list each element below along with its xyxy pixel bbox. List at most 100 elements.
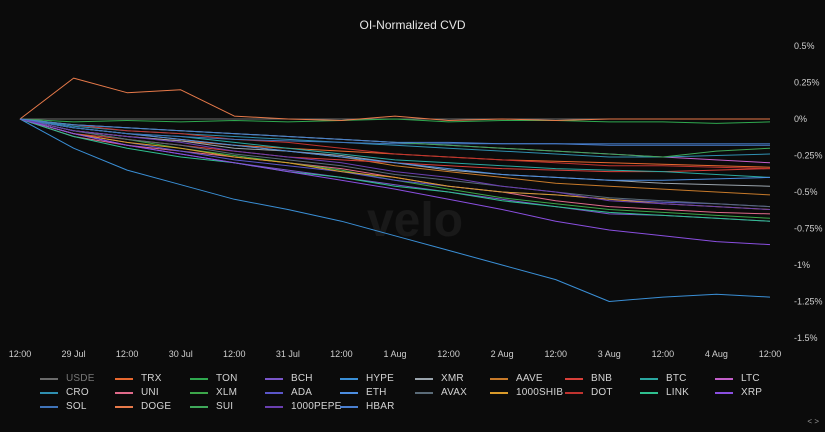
legend-swatch xyxy=(565,377,583,380)
legend-item-sol[interactable]: SOL xyxy=(40,401,87,412)
y-tick-label: 0% xyxy=(794,114,807,124)
legend-label: TON xyxy=(216,373,238,384)
legend-item-sui[interactable]: SUI xyxy=(190,401,233,412)
y-tick-label: -1.5% xyxy=(794,333,818,343)
series-line-hbar xyxy=(19,118,770,146)
legend-item-doge[interactable]: DOGE xyxy=(115,401,171,412)
legend-label: AVAX xyxy=(441,387,467,398)
series-line-xrp xyxy=(19,118,771,246)
legend-swatch xyxy=(40,377,58,380)
legend-item-trx[interactable]: TRX xyxy=(115,373,162,384)
series-line-ton xyxy=(19,118,771,124)
series-line-doge xyxy=(19,77,770,121)
legend-swatch xyxy=(490,377,508,380)
legend-swatch xyxy=(115,377,133,380)
legend-label: UNI xyxy=(141,387,159,398)
legend-item-ada[interactable]: ADA xyxy=(265,387,312,398)
legend-item-dot[interactable]: DOT xyxy=(565,387,613,398)
y-tick-label: -1.25% xyxy=(794,297,823,307)
legend-label: XLM xyxy=(216,387,238,398)
x-tick-label: 12:00 xyxy=(330,349,353,359)
legend-item-hbar[interactable]: HBAR xyxy=(340,401,395,412)
legend-item-aave[interactable]: AAVE xyxy=(490,373,543,384)
legend-item-avax[interactable]: AVAX xyxy=(415,387,467,398)
watermark-logo: velo xyxy=(367,194,463,247)
legend-item-link[interactable]: LINK xyxy=(640,387,689,398)
x-tick-label: 12:00 xyxy=(223,349,246,359)
legend-swatch xyxy=(190,405,208,408)
legend-label: USDE xyxy=(66,373,95,384)
x-tick-label: 4 Aug xyxy=(705,349,728,359)
legend-swatch xyxy=(265,391,283,394)
y-tick-label: 0.25% xyxy=(794,78,820,88)
legend-swatch xyxy=(640,377,658,380)
legend-item-1000pepe[interactable]: 1000PEPE xyxy=(265,401,342,412)
legend-swatch xyxy=(265,377,283,380)
legend-swatch xyxy=(715,377,733,380)
series-line-avax xyxy=(19,118,771,208)
legend-swatch xyxy=(490,391,508,394)
legend-swatch xyxy=(115,405,133,408)
y-tick-label: -0.25% xyxy=(794,151,823,161)
legend-swatch xyxy=(415,377,433,380)
legend-swatch xyxy=(340,377,358,380)
chart-title: OI-Normalized CVD xyxy=(359,18,466,32)
series-line-eth xyxy=(19,118,771,181)
series-line-hype xyxy=(19,118,771,302)
legend-label: HBAR xyxy=(366,401,395,412)
legend-item-uni[interactable]: UNI xyxy=(115,387,159,398)
legend-label: AAVE xyxy=(516,373,543,384)
x-tick-label: 3 Aug xyxy=(598,349,621,359)
legend-item-hype[interactable]: HYPE xyxy=(340,373,394,384)
legend-item-ton[interactable]: TON xyxy=(190,373,238,384)
legend-label: SUI xyxy=(216,401,234,412)
series-line-link xyxy=(19,118,771,222)
x-tick-label: 12:00 xyxy=(652,349,675,359)
series-line-sol xyxy=(19,118,770,145)
chart-nav-arrows[interactable]: < > xyxy=(807,417,819,426)
legend-item-eth[interactable]: ETH xyxy=(340,387,387,398)
legend-label: CRO xyxy=(66,387,89,398)
legend-item-xmr[interactable]: XMR xyxy=(415,373,464,384)
legend-item-1000shib[interactable]: 1000SHIB xyxy=(490,387,563,398)
legend-label: DOGE xyxy=(141,401,172,412)
legend-item-ltc[interactable]: LTC xyxy=(715,373,760,384)
legend-item-xlm[interactable]: XLM xyxy=(190,387,237,398)
legend-swatch xyxy=(415,391,433,394)
x-tick-label: 12:00 xyxy=(9,349,32,359)
legend-item-bch[interactable]: BCH xyxy=(265,373,313,384)
legend-label: ADA xyxy=(291,387,313,398)
legend-swatch xyxy=(565,391,583,394)
x-tick-label: 12:00 xyxy=(116,349,139,359)
x-tick-label: 1 Aug xyxy=(383,349,406,359)
x-tick-label: 12:00 xyxy=(437,349,460,359)
y-tick-label: 0.5% xyxy=(794,41,815,51)
legend-label: XRP xyxy=(741,387,763,398)
x-tick-label: 12:00 xyxy=(544,349,567,359)
legend-label: ETH xyxy=(366,387,387,398)
legend-label: LTC xyxy=(741,373,760,384)
legend-item-xrp[interactable]: XRP xyxy=(715,387,762,398)
legend-swatch xyxy=(115,391,133,394)
legend-item-btc[interactable]: BTC xyxy=(640,373,687,384)
series-line-xmr xyxy=(19,118,771,187)
legend-label: XMR xyxy=(441,373,464,384)
legend-label: SOL xyxy=(66,401,87,412)
legend-swatch xyxy=(640,391,658,394)
legend-swatch xyxy=(340,391,358,394)
legend-item-bnb[interactable]: BNB xyxy=(565,373,612,384)
legend-swatch xyxy=(190,391,208,394)
legend-swatch xyxy=(190,377,208,380)
legend-item-usde[interactable]: USDE xyxy=(40,373,95,384)
series-line-dot xyxy=(19,118,771,170)
series-line-sui xyxy=(19,118,771,158)
legend-label: HYPE xyxy=(366,373,395,384)
series-line-ada xyxy=(19,118,771,208)
legend-label: BTC xyxy=(666,373,687,384)
legend-swatch xyxy=(715,391,733,394)
legend-swatch xyxy=(40,405,58,408)
y-tick-label: -1% xyxy=(794,260,810,270)
y-tick-label: -0.5% xyxy=(794,187,818,197)
legend-item-cro[interactable]: CRO xyxy=(40,387,89,398)
